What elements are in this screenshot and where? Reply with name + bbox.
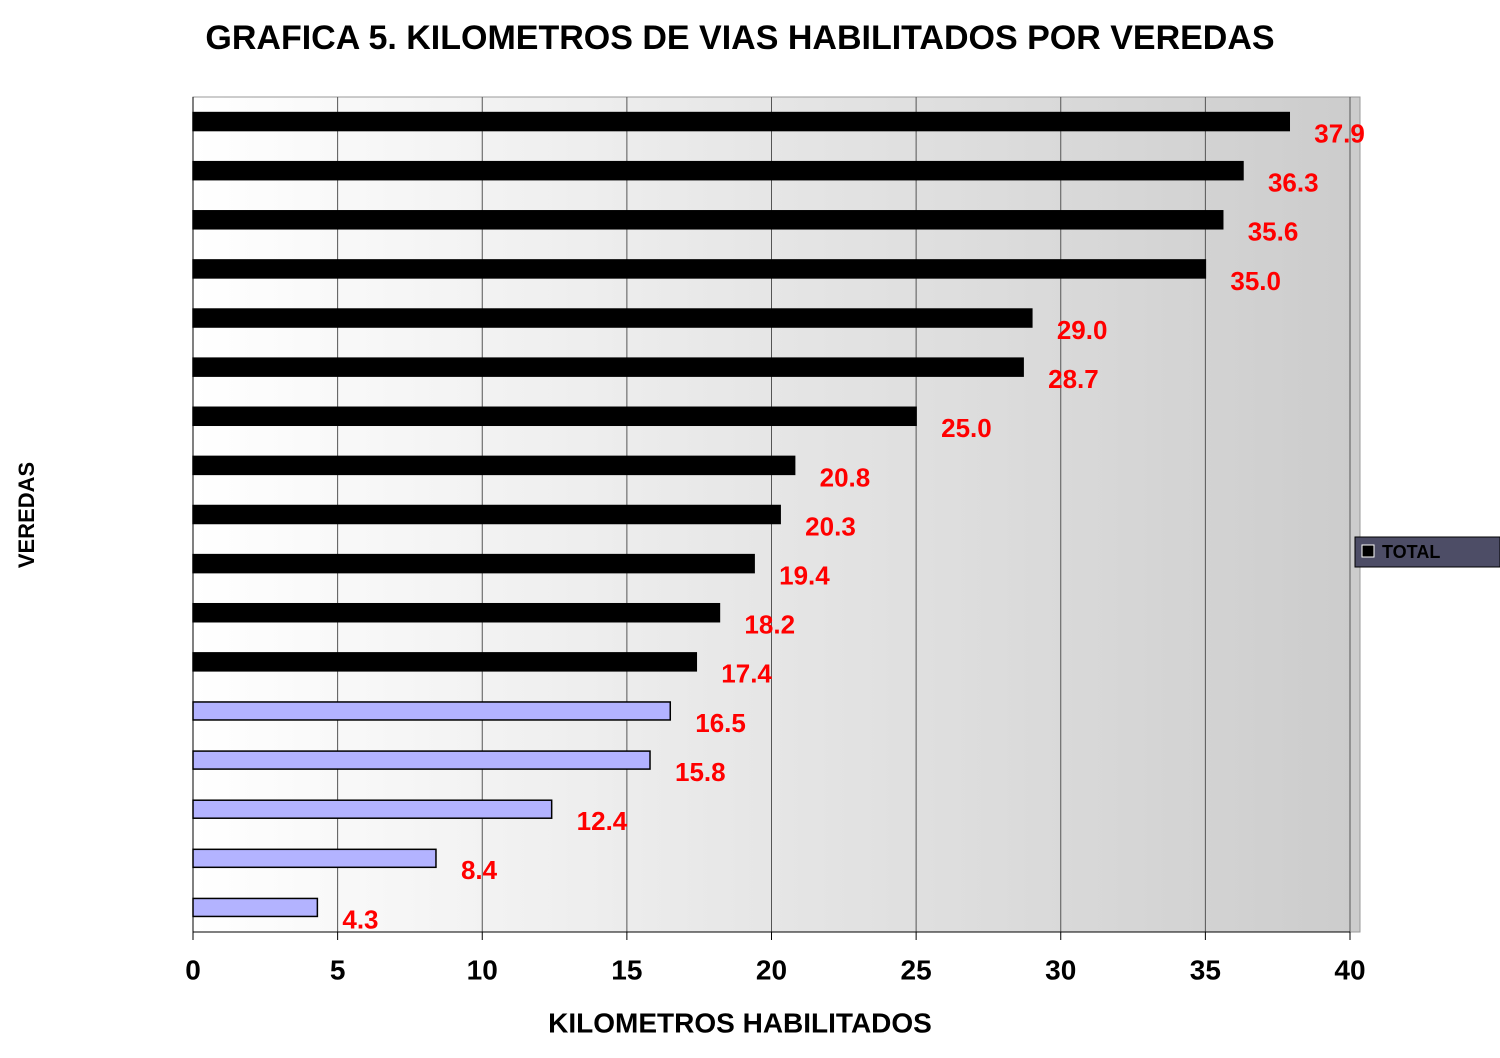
x-tick-label: 35 — [1190, 954, 1221, 985]
data-label: 16.5 — [695, 708, 746, 738]
bar — [192, 160, 1244, 181]
legend-box — [1354, 536, 1500, 568]
x-tick-label: 20 — [756, 954, 787, 985]
x-tick-label: 0 — [185, 954, 201, 985]
bar — [192, 504, 781, 525]
data-label: 18.2 — [744, 610, 795, 640]
data-label: 25.0 — [941, 413, 992, 443]
data-label: 12.4 — [577, 806, 628, 836]
data-label: 15.8 — [675, 757, 726, 787]
data-label: 36.3 — [1268, 168, 1319, 198]
bar — [192, 553, 755, 574]
legend-label: TOTAL — [1382, 542, 1440, 562]
bar — [192, 799, 553, 819]
data-label: 35.6 — [1248, 217, 1299, 247]
chart-title: GRAFICA 5. KILOMETROS DE VIAS HABILITADO… — [205, 19, 1274, 57]
bar — [192, 357, 1024, 377]
x-tick-label: 5 — [330, 954, 346, 985]
x-tick-label: 30 — [1045, 954, 1076, 985]
bar — [192, 652, 698, 672]
legend-swatch — [1361, 544, 1375, 558]
bar — [192, 602, 721, 623]
bar — [192, 848, 437, 869]
data-label: 29.0 — [1057, 315, 1108, 345]
bar — [192, 897, 319, 918]
bar — [192, 111, 1291, 132]
data-label: 35.0 — [1230, 266, 1281, 296]
bar — [192, 308, 1033, 328]
bar — [192, 259, 1207, 279]
y-axis-label: VEREDAS — [14, 462, 39, 568]
x-tick-label: 25 — [901, 954, 932, 985]
data-label: 20.8 — [820, 462, 871, 492]
bar — [192, 406, 917, 427]
bar — [192, 701, 672, 721]
bar — [192, 455, 796, 476]
data-label: 37.9 — [1314, 118, 1365, 148]
data-label: 17.4 — [721, 659, 772, 689]
data-label: 4.3 — [342, 904, 378, 934]
x-tick-label: 15 — [611, 954, 642, 985]
bar — [192, 210, 1224, 230]
x-tick-label: 10 — [467, 954, 498, 985]
data-label: 20.3 — [805, 511, 856, 541]
data-label: 8.4 — [461, 855, 498, 885]
data-label: 19.4 — [779, 560, 830, 590]
x-axis-label: KILOMETROS HABILITADOS — [548, 1007, 932, 1038]
x-tick-label: 40 — [1334, 954, 1365, 985]
data-label: 28.7 — [1048, 364, 1099, 394]
bar — [192, 750, 651, 770]
